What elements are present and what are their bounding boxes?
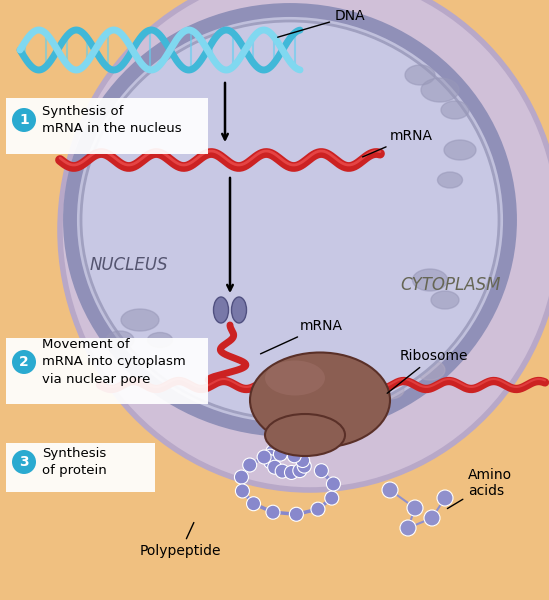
Ellipse shape <box>412 269 447 291</box>
Circle shape <box>268 460 282 474</box>
Ellipse shape <box>265 414 345 456</box>
Circle shape <box>327 477 340 491</box>
Ellipse shape <box>121 309 159 331</box>
Circle shape <box>257 450 271 464</box>
Circle shape <box>264 449 277 463</box>
FancyBboxPatch shape <box>6 443 155 492</box>
Circle shape <box>12 450 36 474</box>
Circle shape <box>12 350 36 374</box>
Text: mRNA: mRNA <box>261 319 343 354</box>
Text: Amino
acids: Amino acids <box>447 468 512 509</box>
Circle shape <box>12 108 36 132</box>
Circle shape <box>315 464 328 478</box>
Text: CYTOPLASM: CYTOPLASM <box>400 276 501 294</box>
Circle shape <box>293 464 307 478</box>
Circle shape <box>247 497 261 511</box>
Text: 1: 1 <box>19 113 29 127</box>
Ellipse shape <box>376 381 404 399</box>
Text: Synthesis of
mRNA in the nucleus: Synthesis of mRNA in the nucleus <box>42 105 182 135</box>
Circle shape <box>264 455 278 469</box>
Circle shape <box>296 454 310 467</box>
Text: 3: 3 <box>19 455 29 469</box>
Circle shape <box>236 484 249 498</box>
Ellipse shape <box>265 361 325 395</box>
Circle shape <box>273 447 287 461</box>
Text: 2: 2 <box>19 355 29 369</box>
Ellipse shape <box>60 0 549 490</box>
Circle shape <box>275 464 289 478</box>
Circle shape <box>400 520 416 536</box>
Text: mRNA: mRNA <box>362 129 433 157</box>
Ellipse shape <box>250 352 390 448</box>
Text: DNA: DNA <box>278 9 366 37</box>
Circle shape <box>325 491 339 505</box>
Ellipse shape <box>405 65 435 85</box>
Ellipse shape <box>232 297 247 323</box>
Text: Polypeptide: Polypeptide <box>140 523 221 558</box>
Circle shape <box>407 500 423 516</box>
Circle shape <box>243 458 257 472</box>
Ellipse shape <box>438 172 462 188</box>
Ellipse shape <box>70 10 510 430</box>
Ellipse shape <box>431 291 459 309</box>
Circle shape <box>266 445 280 458</box>
FancyBboxPatch shape <box>6 338 208 404</box>
Circle shape <box>289 507 304 521</box>
Circle shape <box>424 510 440 526</box>
FancyBboxPatch shape <box>6 98 208 154</box>
Circle shape <box>437 490 453 506</box>
Ellipse shape <box>444 140 476 160</box>
Text: NUCLEUS: NUCLEUS <box>90 256 169 274</box>
Ellipse shape <box>415 360 445 380</box>
Circle shape <box>266 505 280 519</box>
Ellipse shape <box>441 101 469 119</box>
Ellipse shape <box>106 331 134 349</box>
Circle shape <box>382 482 398 498</box>
Circle shape <box>311 502 325 516</box>
Ellipse shape <box>81 21 499 419</box>
Ellipse shape <box>214 297 228 323</box>
Circle shape <box>284 466 299 479</box>
Text: Ribosome: Ribosome <box>387 349 468 393</box>
Ellipse shape <box>421 78 459 102</box>
Circle shape <box>234 470 249 484</box>
Ellipse shape <box>148 332 172 347</box>
Text: Movement of
mRNA into cytoplasm
via nuclear pore: Movement of mRNA into cytoplasm via nucl… <box>42 338 186 385</box>
Circle shape <box>287 449 301 463</box>
Circle shape <box>297 459 311 473</box>
Text: Synthesis
of protein: Synthesis of protein <box>42 447 107 477</box>
